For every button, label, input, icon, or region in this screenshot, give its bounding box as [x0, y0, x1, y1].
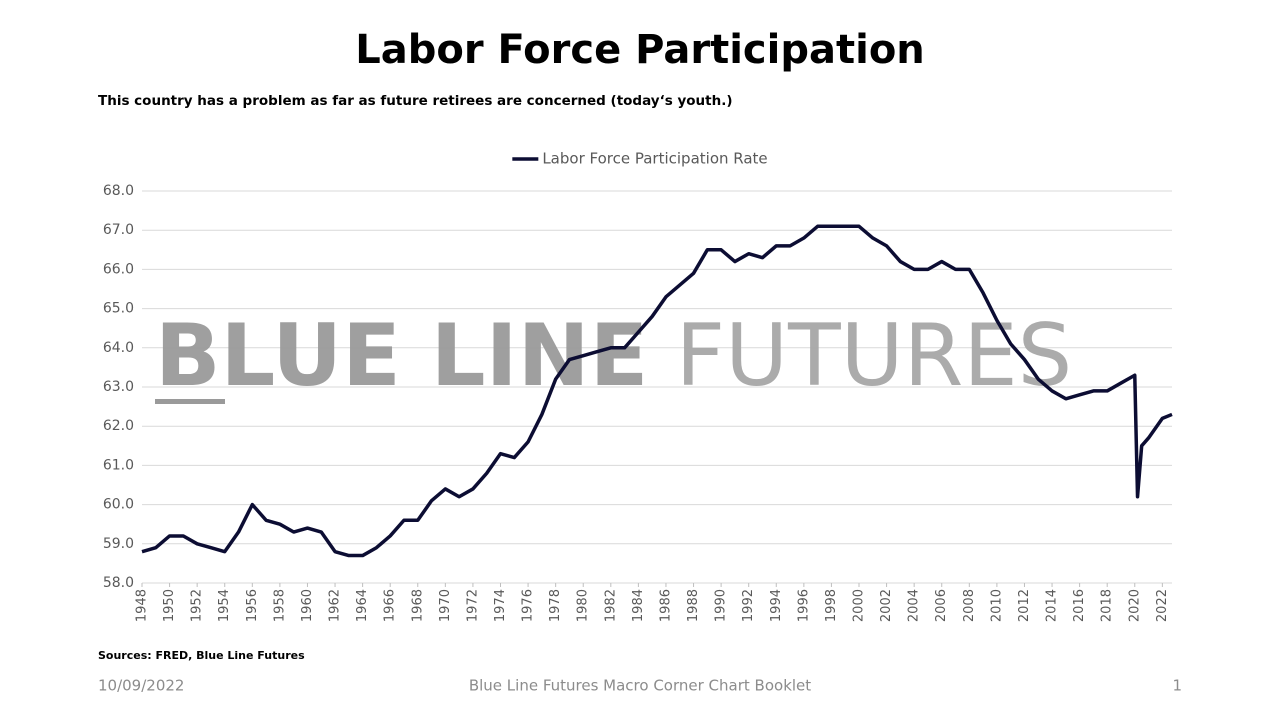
x-tick-label: 1948	[135, 589, 150, 622]
x-tick-label: 1964	[355, 589, 370, 622]
x-tick-label: 1976	[521, 589, 536, 622]
x-tick-label: 1952	[190, 589, 205, 622]
watermark: BLUE LINE FUTURES	[155, 306, 1072, 406]
x-tick-label: 1992	[741, 589, 756, 622]
booklet-name: Blue Line Futures Macro Corner Chart Boo…	[469, 677, 811, 695]
x-tick-label: 2020	[1127, 589, 1142, 622]
y-tick-label: 60.0	[103, 497, 134, 513]
x-tick-label: 1960	[300, 589, 315, 622]
x-tick-label: 2004	[907, 589, 922, 622]
watermark-light: FUTURES	[676, 306, 1073, 406]
y-tick-label: 68.0	[103, 183, 134, 199]
x-tick-label: 1980	[576, 589, 591, 622]
x-tick-label: 2016	[1072, 589, 1087, 622]
x-tick-label: 2014	[1045, 589, 1060, 622]
x-tick-label: 1988	[686, 589, 701, 622]
x-tick-label: 1986	[658, 589, 673, 622]
x-tick-label: 1956	[245, 589, 260, 622]
page-number: 1	[1172, 677, 1182, 695]
x-tick-label: 1974	[493, 589, 508, 622]
x-tick-label: 1998	[824, 589, 839, 622]
y-tick-label: 58.0	[103, 575, 134, 591]
x-tick-label: 1966	[383, 589, 398, 622]
legend: Labor Force Participation Rate	[512, 150, 768, 168]
watermark-bold: BLUE LINE	[155, 306, 648, 406]
x-tick-label: 2010	[989, 589, 1004, 622]
x-tick-label: 2000	[852, 589, 867, 622]
x-tick-label: 1962	[328, 589, 343, 622]
data-line	[141, 224, 1173, 558]
date: 10/09/2022	[98, 677, 184, 695]
x-tick-label: 2002	[879, 589, 894, 622]
chart-title: Labor Force Participation	[355, 27, 925, 73]
x-tick-label: 1978	[548, 589, 563, 622]
sources: Sources: FRED, Blue Line Futures	[98, 649, 305, 662]
y-tick-label: 63.0	[103, 379, 134, 395]
y-tick-label: 66.0	[103, 261, 134, 277]
x-tick-label: 1994	[769, 589, 784, 622]
x-tick-label: 1982	[603, 589, 618, 622]
x-tick-label: 1990	[714, 589, 729, 622]
watermark-underline	[155, 399, 225, 404]
x-tick-label: 1970	[438, 589, 453, 622]
x-tick-label: 1968	[410, 589, 425, 622]
y-tick-label: 61.0	[103, 457, 134, 473]
y-tick-label: 59.0	[103, 536, 134, 552]
x-tick-label: 2012	[1017, 589, 1032, 622]
y-tick-label: 64.0	[103, 340, 134, 356]
x-tick-label: 2018	[1100, 589, 1115, 622]
x-tick-label: 1958	[272, 589, 287, 622]
y-tick-label: 67.0	[103, 222, 134, 238]
y-tick-label: 65.0	[103, 301, 134, 317]
x-tick-label: 2008	[962, 589, 977, 622]
x-tick-label: 2022	[1155, 589, 1170, 622]
subtitle: This country has a problem as far as fut…	[98, 93, 733, 109]
x-tick-label: 1996	[796, 589, 811, 622]
y-tick-label: 62.0	[103, 418, 134, 434]
x-tick-label: 1954	[217, 589, 232, 622]
x-tick-label: 2006	[934, 589, 949, 622]
x-tick-label: 1984	[631, 589, 646, 622]
legend-label: Labor Force Participation Rate	[542, 150, 767, 168]
x-tick-label: 1950	[162, 589, 177, 622]
watermark-text: BLUE LINE FUTURES	[155, 306, 1072, 406]
x-tick-label: 1972	[465, 589, 480, 622]
